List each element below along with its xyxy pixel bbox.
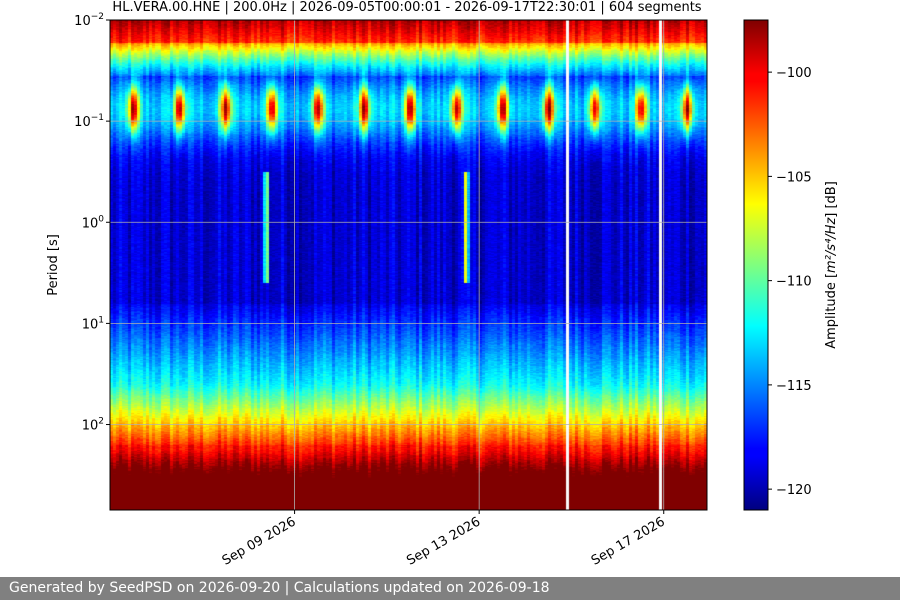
colorbar-tick-label: −115 <box>776 379 812 394</box>
grid-lines <box>110 19 707 510</box>
colorbar-tick-label: −110 <box>776 275 812 290</box>
x-tick-label: Sep 13 2026 <box>404 514 483 568</box>
colorbar-label-unit: m²/s⁴/Hz <box>824 217 839 273</box>
y-tick-label: 101 <box>82 315 104 332</box>
x-tick-label: Sep 09 2026 <box>220 514 299 568</box>
colorbar-label-prefix: Amplitude [ <box>824 273 839 349</box>
y-tick-label: 10−1 <box>74 113 104 130</box>
plot-frame <box>109 19 708 511</box>
x-axis: Sep 09 2026 Sep 13 2026 Sep 17 2026 <box>220 510 668 569</box>
colorbar-gradient <box>743 19 769 511</box>
colorbar-ticks: −100 −105 −110 −115 −120 <box>768 66 812 498</box>
y-axis: 10−2 10−1 100 101 102 <box>74 12 110 434</box>
y-tick-label: 100 <box>82 214 105 231</box>
footer-text: Generated by SeedPSD on 2026-09-20 | Cal… <box>9 580 550 596</box>
colorbar: −100 −105 −110 −115 −120 Amplitude [m²/s⁴/Hz… <box>743 19 839 511</box>
spectrogram-figure: HL.VERA.00.HNE | 200.0Hz | 2026-09-05T00… <box>46 0 839 569</box>
y-tick-label: 102 <box>82 417 104 434</box>
y-axis-label: Period [s] <box>46 234 61 296</box>
x-tick-label: Sep 17 2026 <box>589 514 668 568</box>
colorbar-label-suffix: ] [dB] <box>824 181 839 218</box>
footer-bar: Generated by SeedPSD on 2026-09-20 | Cal… <box>0 577 900 600</box>
spectrogram-image <box>110 20 707 510</box>
plot-area <box>109 19 708 511</box>
colorbar-tick-label: −100 <box>776 66 812 81</box>
colorbar-tick-label: −105 <box>776 170 812 185</box>
chart-title: HL.VERA.00.HNE | 200.0Hz | 2026-09-05T00… <box>112 0 701 15</box>
colorbar-label: Amplitude [m²/s⁴/Hz] [dB] <box>824 181 839 349</box>
colorbar-tick-label: −120 <box>776 483 812 498</box>
y-tick-label: 10−2 <box>74 12 104 29</box>
